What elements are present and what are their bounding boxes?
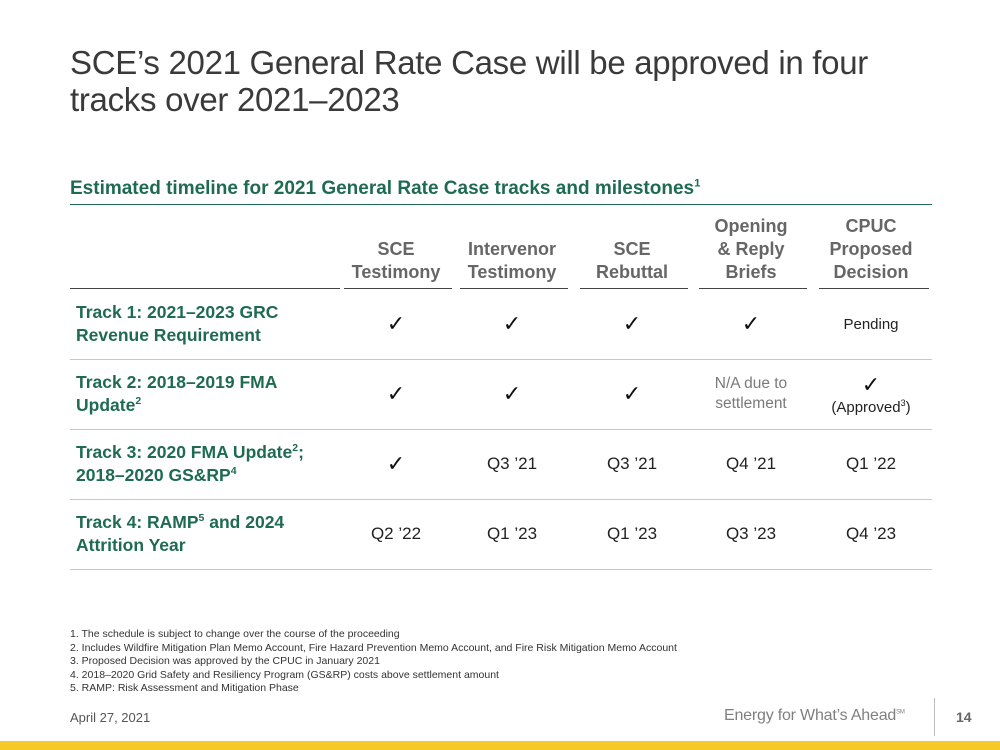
- cell-proposed-decision: ✓ (Approved3): [831, 371, 911, 416]
- cell-briefs: N/A due to settlement: [714, 375, 788, 412]
- header-rule: [699, 288, 807, 289]
- bottom-accent-bar: [0, 741, 1000, 750]
- footer-tagline: Energy for What’s AheadSM: [724, 707, 905, 724]
- header-rule: [344, 288, 452, 289]
- row-label: Track 2: 2018–2019 FMA Update2: [76, 372, 278, 415]
- table-row-track-2: Track 2: 2018–2019 FMA Update2 ✓ ✓ ✓ N/A …: [70, 359, 932, 430]
- row-label: Track 4: RAMP5 and 2024 Attrition Year: [76, 512, 285, 555]
- footer-divider: [934, 698, 935, 736]
- cell-intervenor-testimony: Q3 ’21: [486, 454, 538, 473]
- cell-briefs: Q3 ’23: [725, 524, 777, 543]
- check-icon: ✓: [861, 371, 881, 397]
- cell-sce-rebuttal: Q3 ’21: [606, 454, 658, 473]
- cell-sce-testimony: ✓: [340, 289, 452, 359]
- check-icon: ✓: [386, 451, 406, 476]
- header-rule: [70, 288, 340, 289]
- cell-sce-testimony: ✓: [340, 359, 452, 429]
- subtitle-text: Estimated timeline for 2021 General Rate…: [70, 178, 695, 199]
- check-icon: ✓: [622, 311, 642, 336]
- table-header: SCE Testimony Intervenor Testimony SCE R…: [70, 214, 932, 289]
- subtitle-footnote-ref: 1: [694, 177, 701, 190]
- footnote: 1. The schedule is subject to change ove…: [70, 628, 400, 640]
- check-icon: ✓: [386, 381, 406, 406]
- page-number: 14: [956, 709, 972, 725]
- page-title: SCE’s 2021 General Rate Case will be app…: [70, 44, 868, 118]
- table-subtitle: Estimated timeline for 2021 General Rate…: [70, 178, 930, 200]
- col-header-proposed-decision: CPUC Proposed Decision: [829, 216, 913, 282]
- subtitle-divider: [70, 204, 932, 205]
- cell-sce-rebuttal: ✓: [576, 359, 688, 429]
- cell-briefs: ✓: [695, 289, 807, 359]
- cell-proposed-decision: Q4 ’23: [845, 524, 897, 543]
- col-header-briefs: Opening & Reply Briefs: [714, 216, 788, 282]
- table-row-track-4: Track 4: RAMP5 and 2024 Attrition Year Q2…: [70, 499, 932, 570]
- cell-intervenor-testimony: ✓: [456, 289, 568, 359]
- footnote: 5. RAMP: Risk Assessment and Mitigation …: [70, 682, 299, 694]
- row-label: Track 3: 2020 FMA Update2; 2018–2020 GS&R…: [76, 442, 304, 485]
- cell-intervenor-testimony: ✓: [456, 359, 568, 429]
- cell-intervenor-testimony: Q1 ’23: [486, 524, 538, 543]
- footnotes: 1. The schedule is subject to change ove…: [70, 628, 930, 696]
- cell-proposed-decision: Pending: [843, 315, 899, 333]
- header-rule: [819, 288, 929, 289]
- col-header-intervenor-testimony: Intervenor Testimony: [467, 239, 557, 282]
- check-icon: ✓: [502, 311, 522, 336]
- cell-briefs: Q4 ’21: [725, 454, 777, 473]
- check-icon: ✓: [502, 381, 522, 406]
- table-row-track-3: Track 3: 2020 FMA Update2; 2018–2020 GS&R…: [70, 429, 932, 500]
- col-header-sce-rebuttal: SCE Rebuttal: [596, 239, 668, 282]
- footnote: 4. 2018–2020 Grid Safety and Resiliency …: [70, 668, 499, 681]
- cell-sce-testimony: Q2 ’22: [370, 524, 422, 543]
- check-icon: ✓: [622, 381, 642, 406]
- table-row-track-1: Track 1: 2021–2023 GRC Revenue Requiremen…: [70, 289, 932, 360]
- cell-sce-rebuttal: ✓: [576, 289, 688, 359]
- footer-date: April 27, 2021: [70, 710, 151, 725]
- cell-sce-testimony: ✓: [340, 429, 452, 499]
- footnote: 3. Proposed Decision was approved by the…: [70, 655, 380, 667]
- footnote: 2. Includes Wildfire Mitigation Plan Mem…: [70, 641, 677, 654]
- header-rule: [580, 288, 688, 289]
- col-header-sce-testimony: SCE Testimony: [351, 239, 441, 282]
- check-icon: ✓: [386, 311, 406, 336]
- row-label: Track 1: 2021–2023 GRC Revenue Requiremen…: [76, 302, 279, 345]
- cell-proposed-decision: Q1 ’22: [845, 454, 897, 473]
- header-rule: [460, 288, 568, 289]
- check-icon: ✓: [741, 311, 761, 336]
- cell-sce-rebuttal: Q1 ’23: [606, 524, 658, 543]
